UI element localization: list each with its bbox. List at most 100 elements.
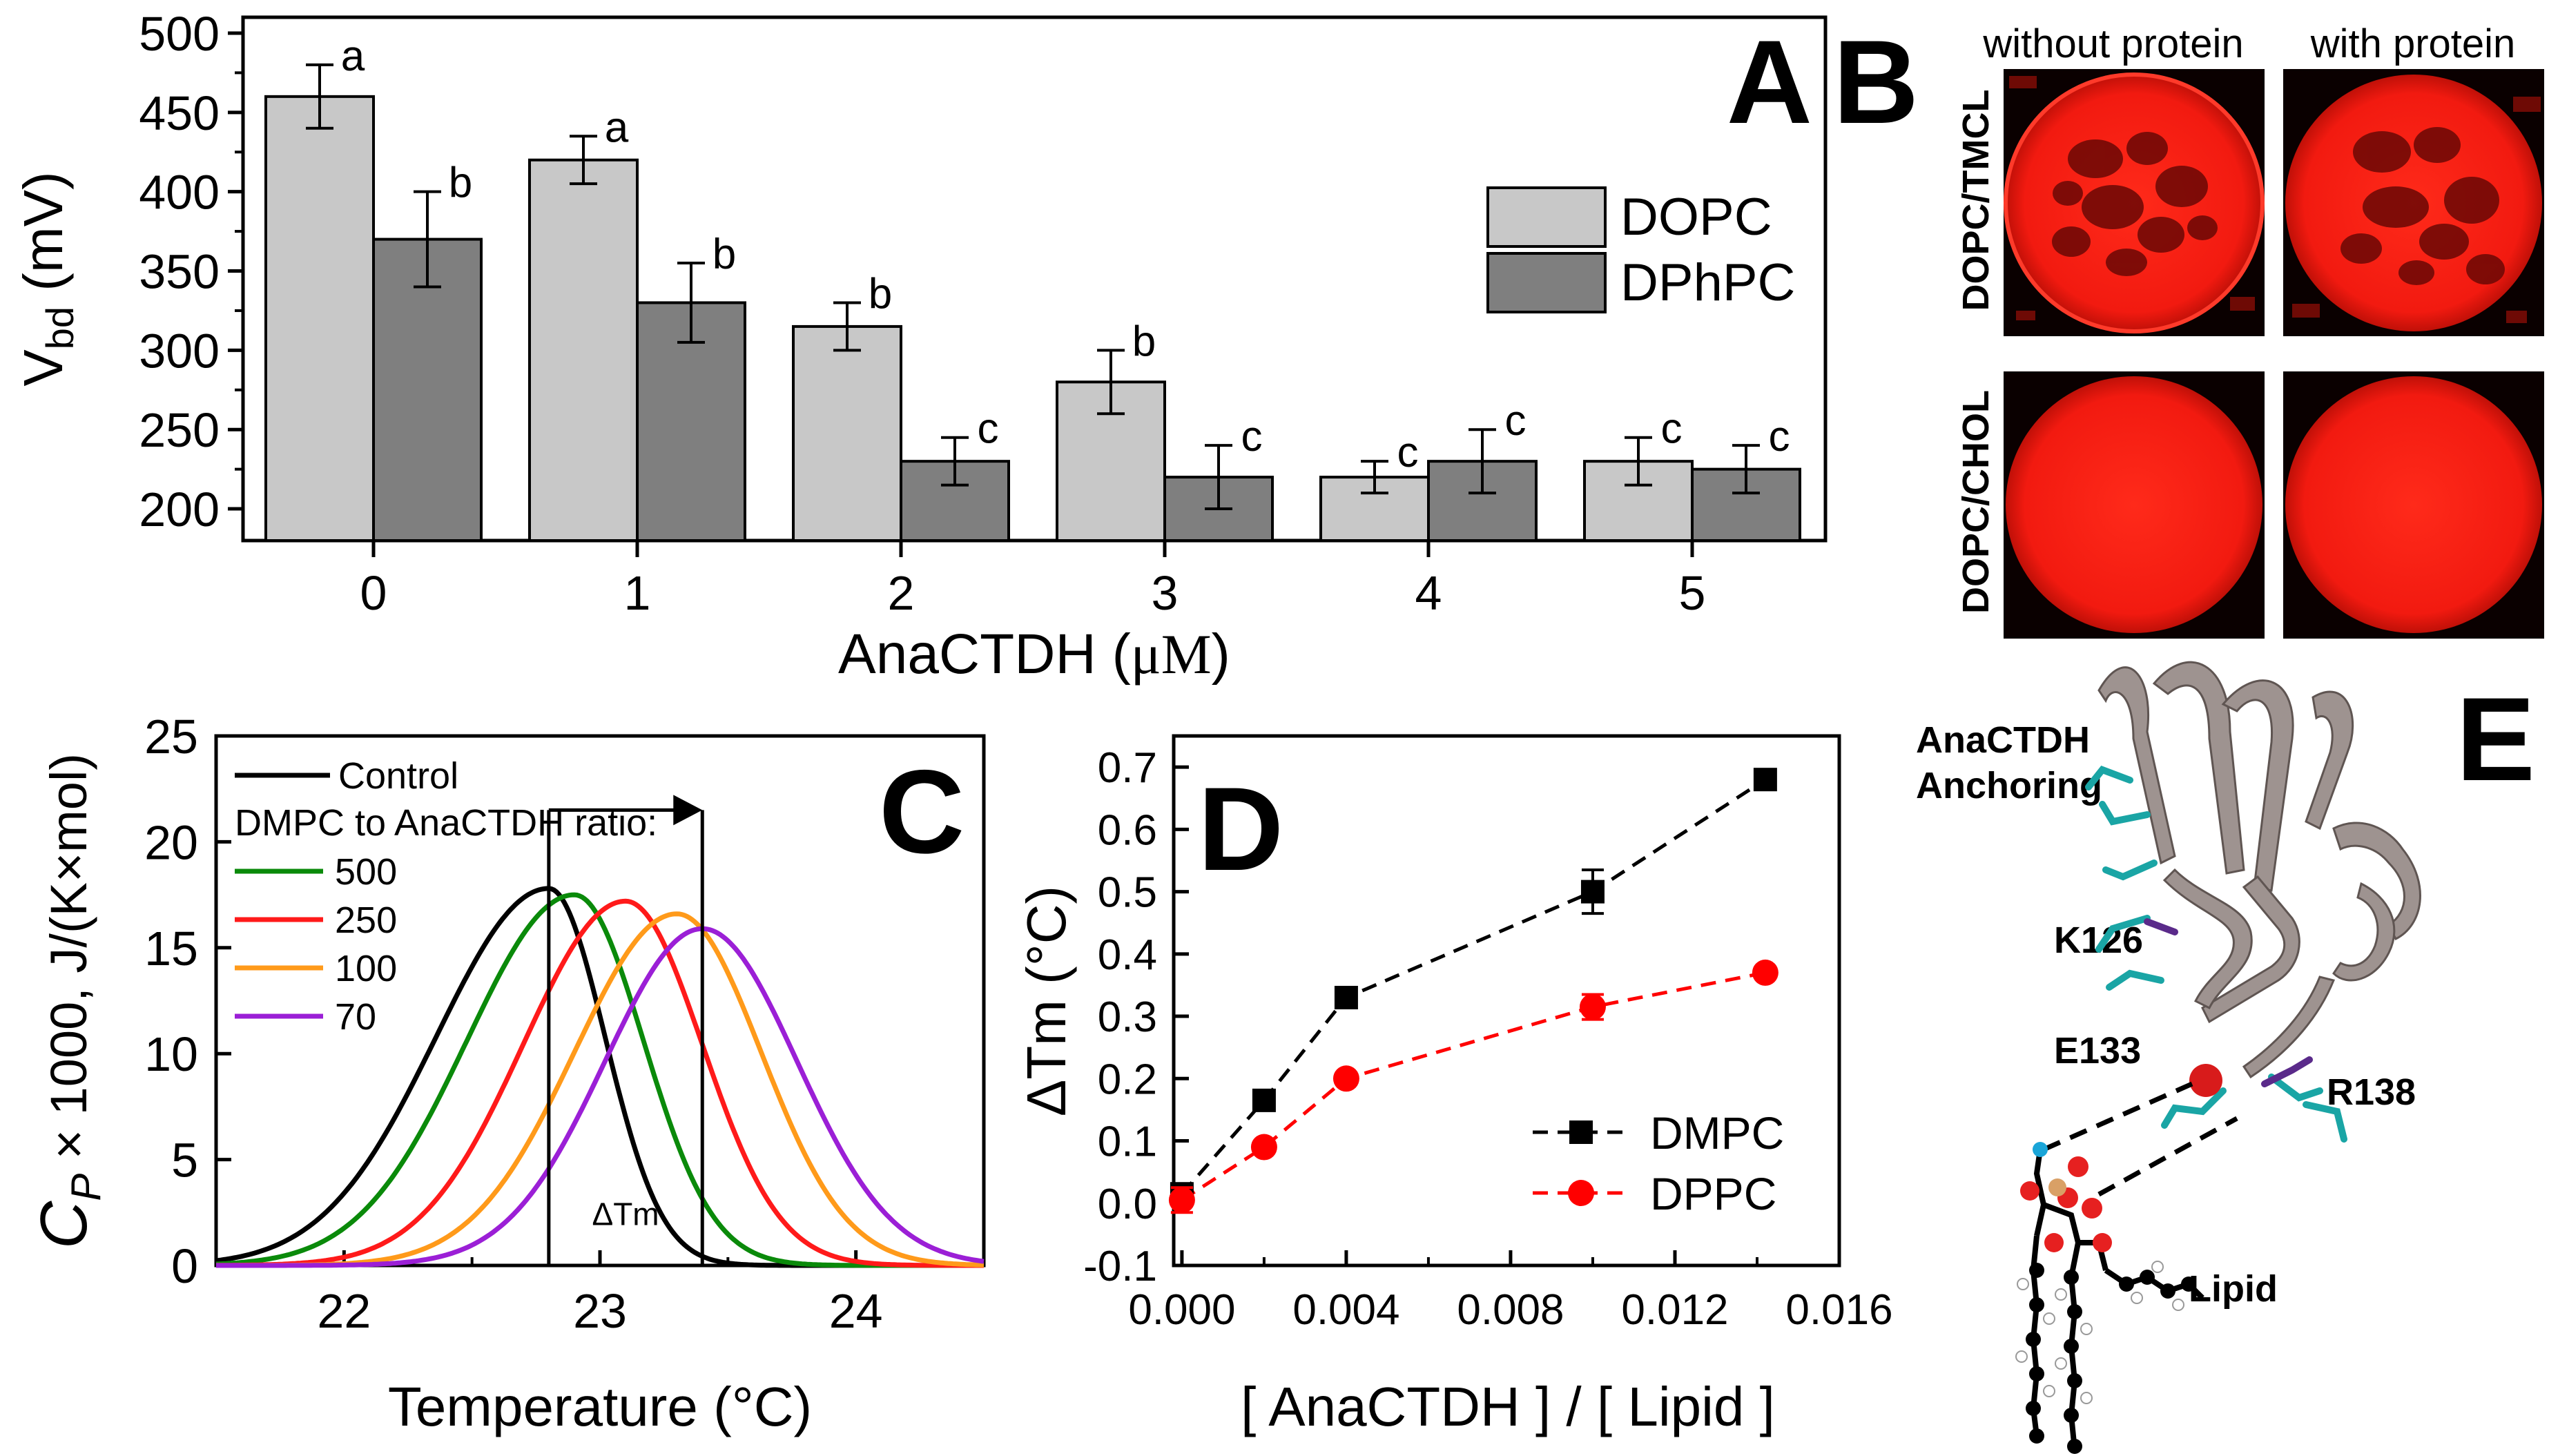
panel-d-legend: DMPC DPPC [1533, 1107, 1784, 1219]
errorbar-dopc-4 [1361, 460, 1388, 495]
significance-letter: a [605, 104, 629, 151]
panel-c-curves [215, 886, 985, 1268]
legend-label-dmpc: DMPC [1650, 1107, 1784, 1158]
panel-d-y-axis-label: ΔTm (°C) [1016, 886, 1077, 1116]
errorbar-dopc-0 [306, 63, 333, 130]
panel-a-x-axis: 0 1 2 3 4 5 [360, 541, 1706, 620]
a-xtick-label: 5 [1679, 566, 1706, 620]
label-anachdh-anchoring-1: AnaCTDH [1916, 719, 2090, 761]
a-ytick-label: 200 [139, 483, 220, 536]
point-dppc [1168, 1187, 1195, 1214]
panel-c-delta-tm-annotation: ΔTm [547, 795, 704, 1265]
d-ytick-label: 0.7 [1098, 744, 1157, 792]
delta-tm-arrow-head [673, 795, 703, 826]
a-ytick-label: 500 [139, 7, 220, 61]
a-ytick-label: 250 [139, 403, 220, 457]
d-ytick-label: 0.3 [1098, 993, 1157, 1041]
point-dppc [1579, 993, 1606, 1020]
panel-d-fit-lines [1181, 778, 1767, 1202]
a-xtick-label: 1 [624, 566, 651, 620]
panel-c-line-chart: 0 5 10 15 20 25 22 23 24 ΔTm C Control DMPC to An… [27, 710, 986, 1437]
significance-letter: c [1769, 413, 1790, 460]
d-ytick-label: 0.0 [1098, 1181, 1157, 1228]
image-tmcl-without-protein [2004, 69, 2265, 336]
point-dmpc [1753, 768, 1777, 792]
panel-c-x-axis-label: Temperature (°C) [388, 1376, 812, 1437]
panel-c-y-axis-label: CP × 1000, J/(K×mol) [27, 753, 109, 1249]
c-ytick-label: 5 [171, 1134, 198, 1187]
image-tmcl-with-protein [2283, 69, 2544, 336]
point-dmpc [1334, 985, 1358, 1009]
panel-e-structure: E AnaCTDH Anchoring K126 E133 R138 Lipid [1916, 661, 2535, 1454]
d-ytick-label: 0.2 [1098, 1056, 1157, 1103]
panel-d-axes: -0.1 0.0 0.1 0.2 0.3 0.4 0.5 0.6 0.7 0.000 0.004 0.… [1083, 744, 1892, 1334]
a-xtick-label: 0 [360, 566, 387, 620]
panel-a-x-axis-label: AnaCTDH (μM) [838, 623, 1230, 686]
label-lipid: Lipid [2189, 1268, 2278, 1310]
legend-swatch-dopc [1486, 186, 1607, 248]
errorbar-dphpc-3 [1205, 444, 1232, 511]
c-xtick-label: 24 [829, 1284, 883, 1338]
errorbar-dphpc-4 [1469, 428, 1496, 495]
d-ytick-label: 0.6 [1098, 806, 1157, 854]
significance-letter: c [1241, 413, 1263, 460]
curve-500 [215, 892, 984, 1268]
panel-d-frame [1172, 734, 1841, 1268]
errorbar-dphpc-0 [414, 190, 441, 289]
legend-label-dopc: DOPC [1620, 188, 1772, 246]
panel-a-legend: DOPC DPhPC [1486, 186, 1795, 313]
significance-letter: c [1661, 405, 1683, 453]
a-xtick-label: 3 [1152, 566, 1179, 620]
legend-label-dphpc: DPhPC [1620, 253, 1795, 312]
legend-swatch-dphpc [1486, 252, 1607, 313]
panel-d-points [1168, 768, 1779, 1214]
c-xtick-label: 22 [317, 1284, 371, 1338]
e133-residue [2189, 1064, 2222, 1097]
c-ytick-label: 15 [144, 922, 198, 975]
col-label-with-protein: with protein [2310, 21, 2516, 66]
label-r138: R138 [2327, 1071, 2416, 1113]
d-ytick-label: 0.1 [1098, 1118, 1157, 1166]
significance-letter: c [978, 405, 999, 453]
legend-marker-dppc [1568, 1180, 1594, 1206]
row-label-dopc-chol: DOPC/CHOL [1955, 390, 1997, 614]
label-e133: E133 [2054, 1030, 2141, 1071]
significance-letter: c [1505, 397, 1527, 445]
d-xtick-label: 0.016 [1785, 1286, 1892, 1334]
panel-a-frame [241, 15, 1828, 543]
lipid-molecule [2015, 1142, 2204, 1454]
bar-dphpc-0 [372, 237, 483, 542]
point-dmpc [1580, 880, 1605, 904]
curve-250 [216, 898, 984, 1268]
significance-letter: b [1132, 318, 1156, 365]
point-dppc [1752, 959, 1779, 986]
bar-dopc-1 [528, 158, 639, 542]
d-ytick-label: 0.4 [1098, 931, 1157, 979]
a-xtick-label: 4 [1415, 566, 1442, 620]
charged-residues [2144, 918, 2313, 1087]
panel-c-axes: 0 5 10 15 20 25 22 23 24 [144, 710, 882, 1338]
c-ytick-label: 20 [144, 815, 198, 869]
bar-dopc-2 [792, 324, 902, 542]
anchoring-residues [2085, 766, 2347, 1143]
image-chol-without-protein [2004, 371, 2265, 639]
d-xtick-label: 0.004 [1292, 1286, 1399, 1334]
panel-d-letter: D [1198, 763, 1283, 895]
a-ytick-label: 300 [139, 324, 220, 378]
legend-marker-dmpc [1569, 1120, 1593, 1144]
panel-c-letter: C [879, 746, 965, 878]
d-xtick-label: 0.008 [1457, 1286, 1564, 1334]
delta-tm-label: ΔTm [592, 1196, 659, 1232]
label-anachdh-anchoring-2: Anchoring [1916, 765, 2102, 806]
point-dppc [1332, 1065, 1359, 1092]
c-xtick-label: 23 [573, 1284, 627, 1338]
c-ytick-label: 25 [144, 710, 198, 764]
significance-letter: b [869, 270, 892, 318]
significance-letter: a [341, 32, 365, 80]
significance-letter: c [1397, 429, 1419, 476]
bar-dopc-0 [264, 95, 375, 542]
panel-a-y-axis-label: Vbd (mV) [12, 171, 81, 386]
a-xtick-label: 2 [888, 566, 915, 620]
panel-b-confocal-images: B without protein with protein DOPC/TMCL… [1833, 16, 2544, 639]
